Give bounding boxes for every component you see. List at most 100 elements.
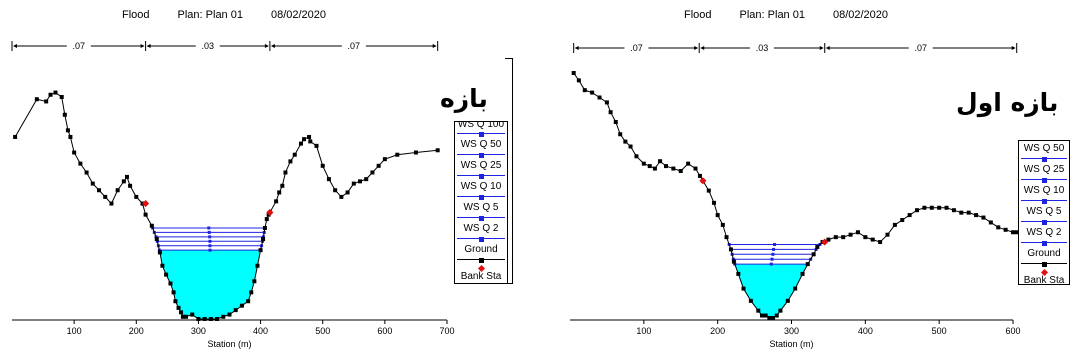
- plan-label: Plan: Plan 01: [739, 9, 805, 21]
- reach-label: بازه اول: [956, 88, 1059, 117]
- ground-point: [171, 290, 176, 295]
- ground-point: [258, 248, 263, 253]
- x-tick-label: 200: [710, 326, 725, 336]
- manning-n-label: .07: [73, 41, 86, 51]
- ws-marker: [772, 247, 776, 251]
- ground-point: [736, 271, 741, 276]
- ground-point: [604, 100, 609, 105]
- bank-station-point: [699, 177, 707, 185]
- ground-point: [176, 305, 181, 310]
- legend-frame: [505, 58, 513, 284]
- ground-point: [878, 240, 883, 245]
- ground-point: [134, 194, 139, 199]
- ground-point: [608, 110, 613, 115]
- ws-marker: [207, 230, 211, 234]
- ground-point: [582, 88, 587, 93]
- manning-n-label: .03: [756, 43, 769, 53]
- plan-label: Plan: Plan 01: [177, 9, 243, 21]
- ground-point: [62, 112, 67, 117]
- legend-item-ws-q2: WS Q 2: [1019, 225, 1069, 246]
- plan-title: Flood: [684, 9, 712, 21]
- ground-point: [805, 262, 810, 267]
- ground-point: [996, 225, 1001, 230]
- ground-point: [870, 237, 875, 242]
- x-tick-label: 500: [315, 326, 330, 336]
- ground-point: [262, 225, 267, 230]
- ground-point: [778, 308, 783, 313]
- legend-item-bank-sta: Bank Sta: [455, 263, 507, 283]
- ground-point: [292, 152, 297, 157]
- ws-marker: [771, 252, 775, 256]
- ground-point: [915, 208, 920, 213]
- ground-point: [249, 290, 254, 295]
- ground-point: [121, 179, 126, 184]
- ground-point: [326, 177, 331, 182]
- ground-point: [966, 210, 971, 215]
- legend-item-ws-q2: WS Q 2: [455, 221, 507, 242]
- legend-item-ws-q5: WS Q 5: [1019, 204, 1069, 225]
- ground-point: [239, 303, 244, 308]
- ground-point: [922, 205, 927, 210]
- ground-point: [208, 317, 213, 321]
- ground-point: [78, 161, 83, 166]
- ground-point: [221, 314, 226, 319]
- x-tick-label: 400: [253, 326, 268, 336]
- ground-point: [320, 163, 325, 168]
- ground-point: [246, 299, 251, 304]
- legend-item-ws-q50: WS Q 50: [1019, 141, 1069, 162]
- ws-marker: [770, 257, 774, 261]
- manning-arrow: [140, 44, 145, 48]
- ground-point: [124, 174, 129, 179]
- ground-point: [944, 205, 949, 210]
- ground-point: [793, 286, 798, 291]
- legend-item-ground: Ground: [1019, 246, 1069, 267]
- ground-point: [160, 263, 165, 268]
- ground-point: [302, 137, 307, 142]
- manning-arrow: [270, 44, 275, 48]
- manning-arrow: [819, 46, 824, 50]
- ws-marker: [208, 244, 212, 248]
- ws-marker: [207, 226, 211, 230]
- ground-point: [53, 90, 58, 95]
- ground-point: [413, 150, 418, 155]
- ground-point: [785, 298, 790, 303]
- ground-point: [697, 173, 702, 178]
- x-tick-label: 400: [858, 326, 873, 336]
- x-tick-label: 100: [67, 326, 82, 336]
- ground-point: [97, 188, 101, 193]
- manning-arrow: [700, 46, 705, 50]
- ws-marker: [769, 262, 773, 266]
- ground-point: [283, 170, 288, 175]
- ground-point: [771, 316, 776, 320]
- ws-marker: [208, 235, 212, 239]
- ground-point: [48, 92, 53, 97]
- ground-point: [1014, 230, 1019, 235]
- ws-marker: [773, 243, 777, 246]
- ground-point: [34, 97, 39, 102]
- ground-point: [706, 188, 711, 193]
- ground-point: [800, 271, 805, 276]
- ground-point: [115, 188, 120, 193]
- manning-n-label: .07: [630, 43, 643, 53]
- manning-n-label: .07: [914, 43, 927, 53]
- legend: WS Q 100 WS Q 50 WS Q 25 WS Q 10 WS Q 5 …: [454, 121, 508, 284]
- ground-point: [157, 250, 162, 255]
- ground-point: [907, 213, 912, 218]
- ground-point: [686, 161, 691, 166]
- bank-station-point: [266, 208, 274, 216]
- ground-point: [892, 222, 897, 227]
- ground-point: [202, 317, 207, 321]
- x-axis-label: Station (m): [207, 339, 251, 349]
- ground-point: [190, 312, 195, 317]
- ground-point: [728, 247, 733, 252]
- ground-point: [678, 169, 683, 173]
- ground-point: [333, 188, 338, 193]
- ground-point: [833, 235, 838, 240]
- x-tick-label: 100: [636, 326, 651, 336]
- ground-point: [180, 314, 185, 319]
- ground-point: [288, 159, 293, 164]
- ground-point: [731, 259, 736, 264]
- ground-point: [763, 313, 768, 318]
- ground-point: [358, 179, 362, 184]
- ground-point: [647, 164, 652, 169]
